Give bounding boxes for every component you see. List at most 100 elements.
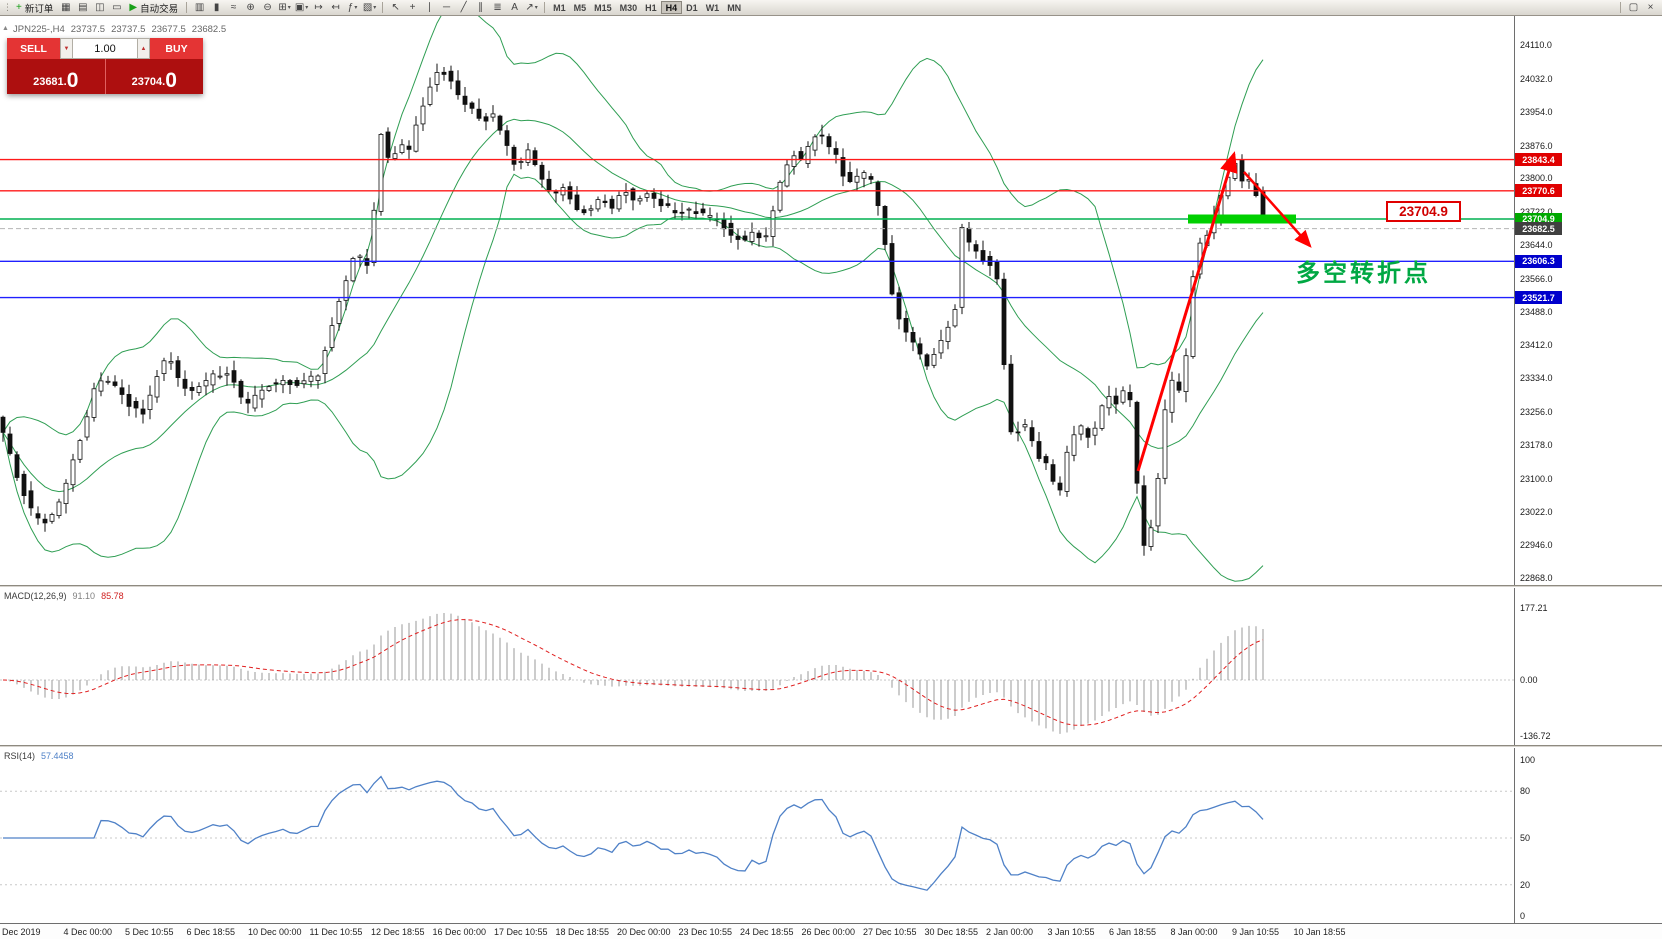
- support-zone-highlight: [1188, 214, 1296, 224]
- vertical-line-icon[interactable]: ∣: [421, 1, 438, 15]
- bull-candle: [427, 86, 433, 105]
- line-chart-icon[interactable]: ≈: [225, 1, 242, 15]
- price-tick: 24110.0: [1520, 40, 1552, 51]
- macd-chart[interactable]: [0, 588, 1514, 745]
- bull-candle: [812, 136, 818, 151]
- bear-candle: [735, 235, 741, 240]
- macd-value: 91.10: [72, 591, 96, 601]
- volume-increase-button[interactable]: ▲: [137, 38, 150, 59]
- toolbar-grip-icon[interactable]: ⋮: [3, 2, 12, 12]
- arrows-icon[interactable]: ↗ ▾: [523, 1, 540, 15]
- turning-point-annotation: 多空转折点: [1296, 260, 1431, 287]
- bull-candle: [77, 440, 83, 460]
- market-watch-icon[interactable]: ▦: [57, 1, 74, 15]
- zoom-in-icon[interactable]: ⊕: [242, 1, 259, 15]
- timeframe-m5[interactable]: M5: [573, 2, 587, 13]
- rsi-tick: 0: [1520, 911, 1526, 921]
- bull-candle: [280, 379, 286, 386]
- timeframe-w1[interactable]: W1: [705, 2, 720, 13]
- time-axis[interactable]: Dec 2019 4 Dec 00:00 5 Dec 10:55 6 Dec 18:5…: [0, 923, 1662, 939]
- horizontal-line-icon[interactable]: ─: [438, 1, 455, 15]
- bear-candle: [602, 200, 608, 203]
- buy-price[interactable]: 23704. 0: [105, 59, 203, 94]
- navigator-icon[interactable]: ◫: [91, 1, 108, 15]
- bear-candle: [630, 188, 636, 201]
- bull-candle: [147, 394, 153, 411]
- price-chart-pane[interactable]: ▲ JPN225-,H4 23737.5 23737.5 23677.5 236…: [0, 16, 1662, 585]
- rsi-axis[interactable]: 100 80 50 20 0: [1514, 748, 1662, 923]
- profiles-icon[interactable]: ▣ ▾: [293, 1, 310, 15]
- crosshair-icon[interactable]: +: [404, 1, 421, 15]
- restore-window-icon[interactable]: ▢: [1625, 1, 1642, 15]
- price-tick: 23566.0: [1520, 273, 1553, 284]
- indicators-icon: ƒ: [347, 1, 354, 13]
- zoom-out-icon[interactable]: ⊖: [259, 1, 276, 15]
- close-window-icon[interactable]: ×: [1642, 1, 1659, 15]
- bull-candle: [686, 208, 692, 211]
- bull-candle: [252, 394, 258, 409]
- bull-candle: [1071, 434, 1077, 456]
- bull-candle: [91, 388, 97, 418]
- toolbar-separator: [544, 2, 546, 13]
- bull-candle: [518, 161, 524, 163]
- horizontal-line-icon: ─: [443, 1, 451, 13]
- bear-candle: [294, 379, 300, 386]
- price-axis-divider: [1514, 16, 1515, 923]
- timeframe-m30[interactable]: M30: [619, 2, 638, 13]
- data-window-icon[interactable]: ▤: [74, 1, 91, 15]
- timeframe-d1[interactable]: D1: [686, 2, 698, 13]
- timeframe-h1[interactable]: H1: [645, 2, 657, 13]
- channel-icon[interactable]: ∥: [472, 1, 489, 15]
- volume-decrease-button[interactable]: ▼: [60, 38, 73, 59]
- sell-button[interactable]: SELL: [7, 38, 60, 59]
- chart-shift-icon[interactable]: ↤: [327, 1, 344, 15]
- volume-input[interactable]: [73, 38, 137, 59]
- bull-candle: [434, 72, 440, 85]
- time-axis-label: 27 Dec 10:55: [863, 927, 917, 937]
- timeframe-h4[interactable]: H4: [660, 1, 683, 14]
- autotrade-button[interactable]: ▶ 自动交易: [125, 1, 182, 15]
- buy-button[interactable]: BUY: [150, 38, 203, 59]
- new-chart-icon[interactable]: ⊞ ▾: [276, 1, 293, 15]
- new-order-button[interactable]: + 新订单: [12, 1, 57, 15]
- candlestick-chart-icon[interactable]: ▮: [208, 1, 225, 15]
- bull-candle: [749, 231, 755, 242]
- bull-candle: [1190, 276, 1196, 357]
- terminal-icon[interactable]: ▭: [108, 1, 125, 15]
- text-icon[interactable]: A: [506, 1, 523, 15]
- bear-candle: [742, 235, 748, 241]
- bull-candle: [336, 300, 342, 324]
- bull-candle: [945, 326, 951, 342]
- macd-pane[interactable]: MACD(12,26,9) 91.10 85.78 177.21 0.00 -136…: [0, 588, 1662, 745]
- timeframe-m1[interactable]: M1: [553, 2, 566, 13]
- new-order-button-icon: +: [16, 1, 22, 13]
- trendline-icon[interactable]: ╱: [455, 1, 472, 15]
- price-tick: 23100.0: [1520, 473, 1553, 484]
- timeframe-mn[interactable]: MN: [727, 2, 742, 13]
- candlestick-chart[interactable]: [0, 16, 1514, 585]
- macd-axis[interactable]: 177.21 0.00 -136.72: [1514, 588, 1662, 745]
- rsi-pane[interactable]: RSI(14) 57.4458 100 80 50 20 0: [0, 748, 1662, 923]
- bear-candle: [1239, 159, 1245, 182]
- zoom-in-icon: ⊕: [246, 1, 255, 13]
- sell-price[interactable]: 23681. 0: [7, 59, 106, 94]
- collapse-panel-icon[interactable]: ▲: [2, 25, 9, 32]
- bar-chart-icon[interactable]: ▥: [191, 1, 208, 15]
- buy-price-prefix: 23704.: [131, 76, 166, 88]
- bear-candle: [917, 343, 923, 355]
- high-value: 23737.5: [111, 24, 146, 35]
- price-tick: 23954.0: [1520, 107, 1553, 118]
- timeframe-m15[interactable]: M15: [594, 2, 612, 13]
- rsi-chart[interactable]: [0, 748, 1514, 923]
- fibonacci-icon[interactable]: ≣: [489, 1, 506, 15]
- pane-separator[interactable]: [0, 745, 1662, 748]
- cursor-icon[interactable]: ↖: [387, 1, 404, 15]
- templates-icon[interactable]: ▧ ▾: [361, 1, 378, 15]
- auto-scroll-icon[interactable]: ↦: [310, 1, 327, 15]
- price-axis[interactable]: 24110.0 24032.0 23954.0 23876.0 23800.0 23722…: [1514, 16, 1662, 585]
- bear-candle: [1015, 431, 1021, 434]
- bear-candle: [238, 380, 244, 398]
- pane-separator[interactable]: [0, 585, 1662, 588]
- indicators-icon[interactable]: ƒ ▾: [344, 1, 361, 15]
